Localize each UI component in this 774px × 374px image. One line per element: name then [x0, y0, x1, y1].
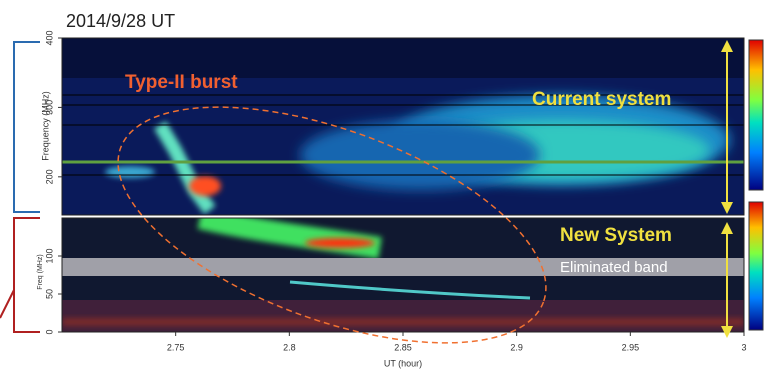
y-tick-label: 50	[44, 289, 54, 299]
range-arrow	[721, 40, 733, 338]
burst-outline	[117, 106, 547, 344]
annotation: Type-II burst	[125, 72, 238, 93]
lower-spectrogram	[62, 218, 744, 332]
bracket	[13, 41, 40, 213]
y-axis-label: Freq (MHz)	[37, 254, 44, 289]
x-tick-label: 2.85	[394, 342, 412, 352]
upper-spectrogram	[62, 38, 744, 215]
y-tick-label: 200	[44, 169, 54, 184]
y-tick-label: 0	[44, 329, 54, 334]
x-tick-label: 2.9	[510, 342, 523, 352]
annotation: Current system	[532, 89, 671, 110]
upper-frame	[61, 37, 745, 216]
annotation: New System	[560, 225, 672, 246]
x-tick-label: 2.95	[622, 342, 640, 352]
connector	[0, 289, 15, 319]
y-tick-label: 100	[44, 248, 54, 263]
y-axis-label: Frequency (MHz)	[40, 91, 50, 161]
x-axis-label: UT (hour)	[384, 358, 422, 368]
annotation: Eliminated band	[560, 259, 668, 276]
x-tick-label: 2.8	[283, 342, 296, 352]
bracket	[13, 217, 40, 333]
chart-title: 2014/9/28 UT	[66, 11, 175, 31]
x-tick-label: 2.75	[167, 342, 185, 352]
y-tick-label: 300	[44, 100, 54, 115]
colorbar	[748, 201, 764, 331]
y-tick-label: 400	[44, 30, 54, 45]
x-tick-label: 3	[741, 342, 746, 352]
colorbar	[748, 39, 764, 191]
